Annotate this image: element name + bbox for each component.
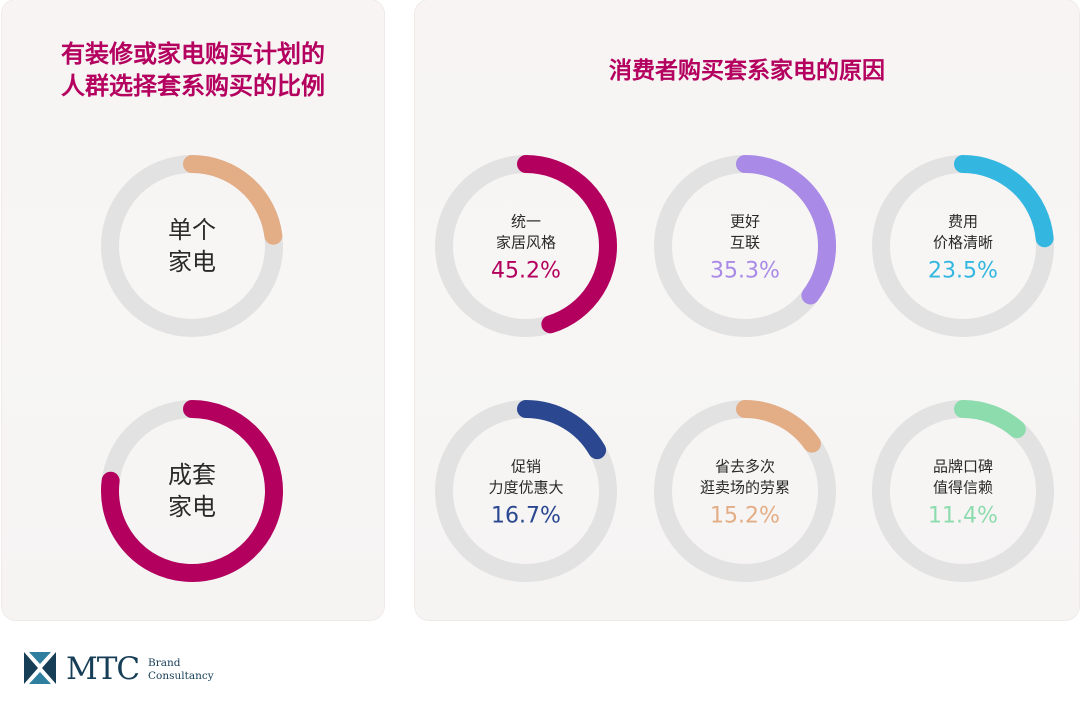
reason-label-line: 价格清晰 xyxy=(932,233,994,252)
donut-label-line: 家电 xyxy=(168,248,216,276)
left-panel-title: 有装修或家电购买计划的 人群选择套系购买的比例 xyxy=(2,38,384,102)
reason-label-promotion: 促销 力度优惠大 16.7% xyxy=(488,457,563,532)
logo-subtitle-line: Consultancy xyxy=(148,670,214,682)
reason-label-line: 家居风格 xyxy=(495,233,557,252)
reason-label-line: 品牌口碑 xyxy=(932,457,994,476)
donut-label-line: 家电 xyxy=(168,493,216,521)
reason-label-line: 逛卖场的劳累 xyxy=(699,478,791,497)
reason-percentage: 16.7% xyxy=(491,503,561,529)
donut-label-single-appliance: 单个 家电 xyxy=(168,214,216,278)
reason-percentage: 35.3% xyxy=(710,258,780,284)
reason-label-better-connectivity: 更好 互联 35.3% xyxy=(710,212,780,287)
logo-subtitle: Brand Consultancy xyxy=(148,657,214,683)
reason-label-clear-pricing: 费用 价格清晰 23.5% xyxy=(928,212,998,287)
reason-label-line: 力度优惠大 xyxy=(488,478,564,497)
reason-label-line: 促销 xyxy=(510,457,542,476)
left-title-line-2: 人群选择套系购买的比例 xyxy=(61,72,325,100)
donut-label-line: 成套 xyxy=(168,461,216,489)
mtc-logo: MTC Brand Consultancy xyxy=(22,650,222,694)
reason-percentage: 23.5% xyxy=(928,258,998,284)
donut-label-set-appliance: 成套 家电 xyxy=(168,459,216,523)
reason-label-line: 统一 xyxy=(510,212,542,231)
reason-label-line: 值得信赖 xyxy=(932,478,994,497)
reason-label-line: 互联 xyxy=(729,233,761,252)
reason-percentage: 15.2% xyxy=(710,503,780,529)
left-panel: 有装修或家电购买计划的 人群选择套系购买的比例 xyxy=(2,0,384,620)
reason-label-unified-style: 统一 家居风格 45.2% xyxy=(491,212,561,287)
donut-label-line: 单个 xyxy=(168,216,216,244)
reason-label-line: 省去多次 xyxy=(714,457,776,476)
left-title-line-1: 有装修或家电购买计划的 xyxy=(61,40,325,68)
reason-label-line: 费用 xyxy=(947,212,979,231)
reason-label-line: 更好 xyxy=(729,212,761,231)
reason-label-brand-reputation: 品牌口碑 值得信赖 11.4% xyxy=(928,457,998,532)
reason-label-save-shopping-trips: 省去多次 逛卖场的劳累 15.2% xyxy=(700,457,790,532)
logo-wordmark: MTC xyxy=(66,651,140,687)
logo-subtitle-line: Brand xyxy=(148,657,181,669)
reason-percentage: 45.2% xyxy=(491,258,561,284)
right-panel-title: 消费者购买套系家电的原因 xyxy=(609,58,885,84)
reason-percentage: 11.4% xyxy=(928,503,998,529)
mtc-logo-icon xyxy=(24,652,56,684)
